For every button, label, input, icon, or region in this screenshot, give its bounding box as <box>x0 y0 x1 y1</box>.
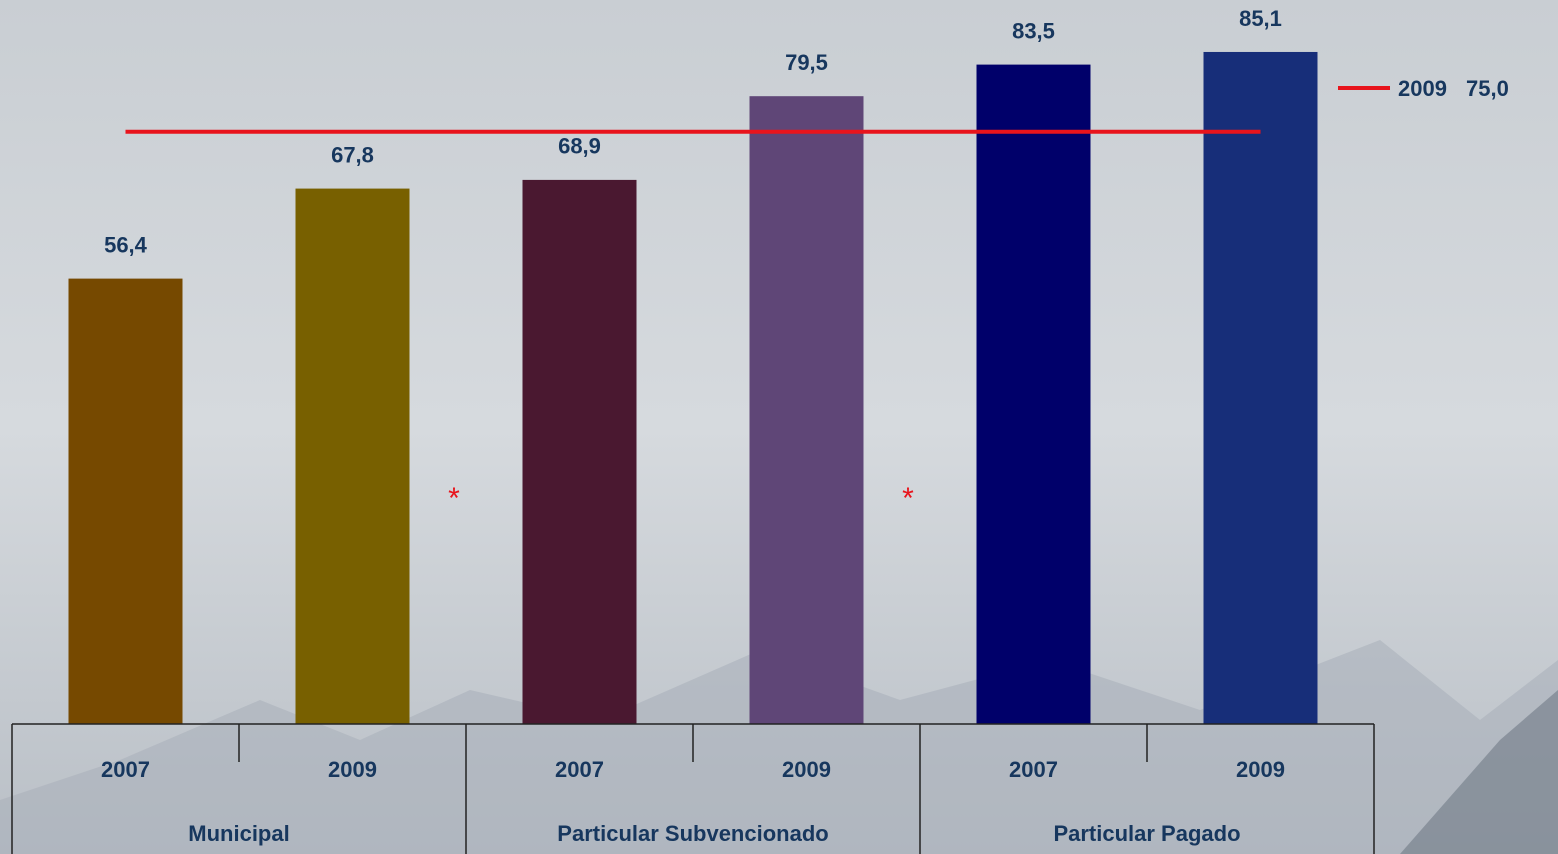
x-tick-label: 2009 <box>328 757 377 782</box>
value-label: 85,1 <box>1239 6 1282 31</box>
legend-label: 2009 <box>1398 76 1447 101</box>
x-tick-label: 2009 <box>782 757 831 782</box>
annotation: * <box>448 482 460 515</box>
bar <box>976 64 1091 724</box>
x-tick-label: 2007 <box>101 757 150 782</box>
bar <box>749 96 864 725</box>
value-label: 79,5 <box>785 50 828 75</box>
x-tick-label: 2009 <box>1236 757 1285 782</box>
group-label: Particular Subvencionado <box>557 821 828 846</box>
mountain-peak <box>1400 690 1558 854</box>
legend-value: 75,0 <box>1466 76 1509 101</box>
bar <box>1203 51 1318 724</box>
mountains <box>0 640 1558 854</box>
group-label: Particular Pagado <box>1053 821 1240 846</box>
value-label: 68,9 <box>558 134 601 159</box>
value-label: 83,5 <box>1012 18 1055 43</box>
bar <box>295 188 410 725</box>
value-label: 67,8 <box>331 142 374 167</box>
group-label: Municipal <box>188 821 289 846</box>
bar <box>522 179 637 724</box>
annotation: * <box>902 482 914 515</box>
x-tick-label: 2007 <box>1009 757 1058 782</box>
bar <box>68 278 183 724</box>
value-label: 56,4 <box>104 232 148 257</box>
x-tick-label: 2007 <box>555 757 604 782</box>
